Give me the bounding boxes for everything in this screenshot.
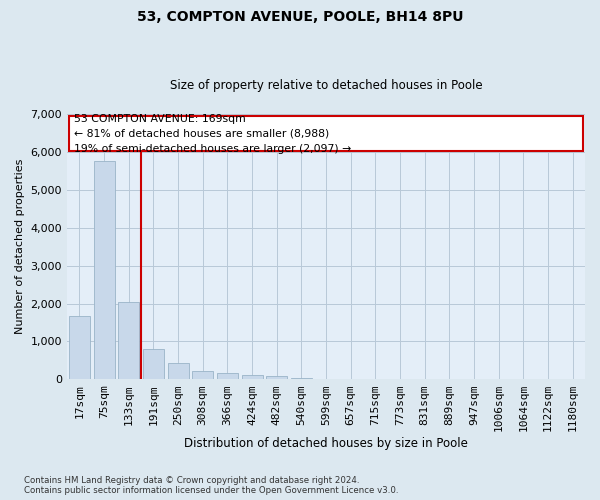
Bar: [192, 370, 213, 380]
Bar: [94, 162, 115, 380]
Bar: [291, 378, 312, 380]
Title: Size of property relative to detached houses in Poole: Size of property relative to detached ho…: [170, 79, 482, 92]
X-axis label: Distribution of detached houses by size in Poole: Distribution of detached houses by size …: [184, 437, 468, 450]
Bar: [69, 316, 90, 380]
Text: Contains HM Land Registry data © Crown copyright and database right 2024.
Contai: Contains HM Land Registry data © Crown c…: [24, 476, 398, 495]
FancyBboxPatch shape: [69, 116, 583, 151]
Bar: [118, 302, 139, 380]
Bar: [167, 363, 188, 380]
Y-axis label: Number of detached properties: Number of detached properties: [15, 159, 25, 334]
Bar: [242, 375, 263, 380]
Bar: [316, 379, 337, 380]
Bar: [143, 349, 164, 380]
Bar: [217, 373, 238, 380]
Text: 53, COMPTON AVENUE, POOLE, BH14 8PU: 53, COMPTON AVENUE, POOLE, BH14 8PU: [137, 10, 463, 24]
Text: 53 COMPTON AVENUE: 169sqm
← 81% of detached houses are smaller (8,988)
19% of se: 53 COMPTON AVENUE: 169sqm ← 81% of detac…: [74, 114, 351, 154]
Bar: [266, 376, 287, 380]
